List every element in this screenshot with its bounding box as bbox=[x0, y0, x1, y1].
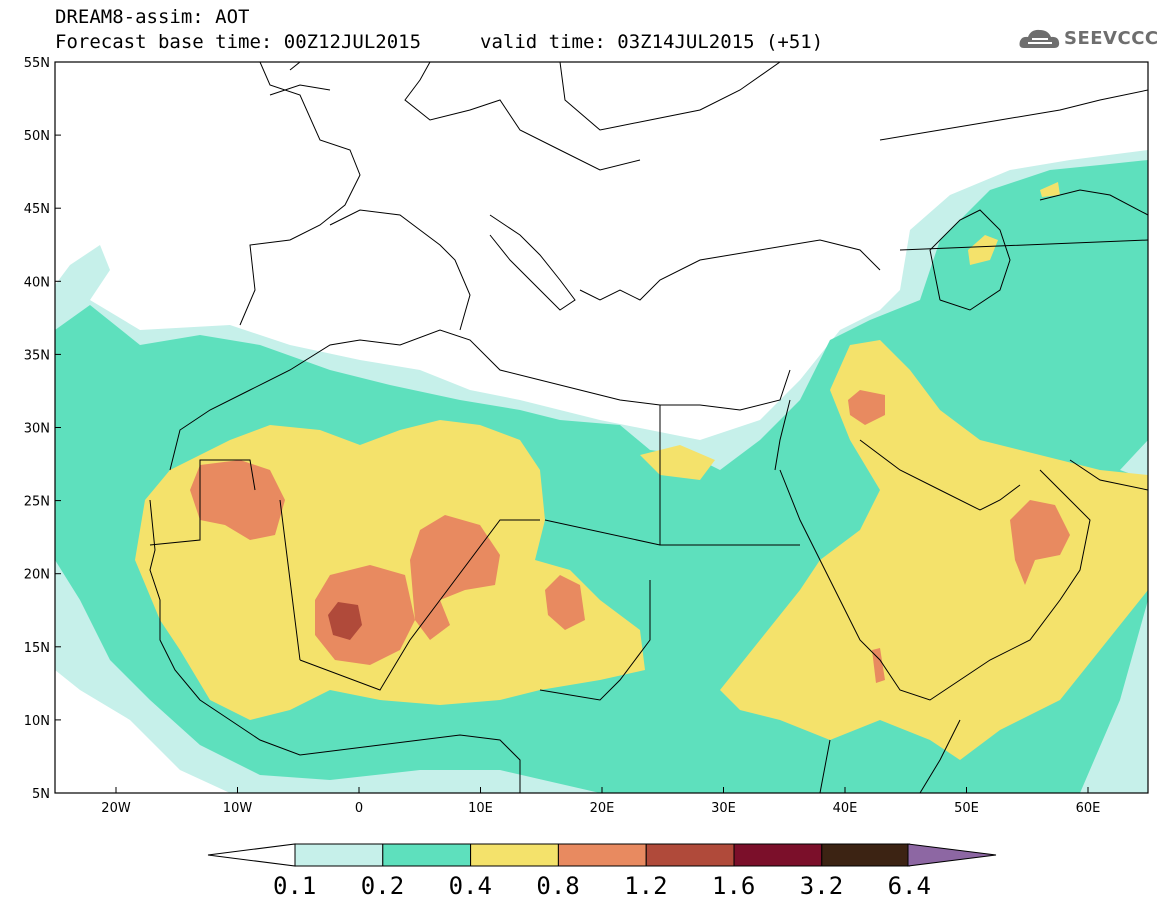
aot-band-0.8-chad bbox=[545, 575, 585, 630]
colorbar-label: 0.4 bbox=[448, 872, 492, 900]
aot-band-0.8-niger bbox=[410, 515, 500, 640]
colorbar-box bbox=[294, 843, 384, 867]
lat-label: 50N bbox=[24, 129, 50, 144]
colorbar-left-arrow bbox=[207, 843, 296, 867]
colorbar-box bbox=[821, 843, 911, 867]
colorbar-label: 1.2 bbox=[624, 872, 668, 900]
lon-label: 20E bbox=[590, 801, 615, 816]
aot-band-0.8-mali bbox=[315, 565, 415, 665]
aot-band-0.8-iraq bbox=[848, 390, 885, 425]
seevccc-logo: SEEVCCC bbox=[1064, 28, 1159, 49]
colorbar-box bbox=[557, 843, 647, 867]
aot-band-0.8-oman bbox=[1010, 500, 1070, 585]
lat-label: 20N bbox=[24, 568, 50, 583]
longitude-axis: 20W 10W 0 10E 20E 30E 40E 50E 60E bbox=[101, 787, 1100, 816]
colorbar-label: 6.4 bbox=[887, 872, 931, 900]
colorbar-boxes bbox=[294, 843, 911, 867]
colorbar-box bbox=[733, 843, 823, 867]
colorbar-box bbox=[645, 843, 735, 867]
aot-band-0.4-east-small bbox=[640, 445, 715, 480]
lon-label: 10E bbox=[468, 801, 493, 816]
colorbar-box bbox=[382, 843, 472, 867]
aot-band-0.4-caspian bbox=[1040, 182, 1060, 197]
lon-label: 20W bbox=[101, 801, 131, 816]
lat-label: 30N bbox=[24, 422, 50, 437]
aot-band-1.2-mali bbox=[328, 602, 362, 640]
colorbar-box bbox=[470, 843, 559, 867]
aot-band-0.8-red-sea bbox=[872, 648, 885, 683]
colorbar-label: 0.8 bbox=[536, 872, 580, 900]
aot-band-0.8-mauritania bbox=[190, 460, 285, 540]
colorbar-label: 0.1 bbox=[273, 872, 317, 900]
colorbar bbox=[207, 843, 997, 867]
lat-label: 5N bbox=[32, 787, 50, 802]
lon-label: 10W bbox=[223, 801, 253, 816]
lat-label: 40N bbox=[24, 275, 50, 290]
lat-label: 55N bbox=[24, 56, 50, 71]
colorbar-label: 3.2 bbox=[799, 872, 844, 900]
aot-band-0.4-aral bbox=[968, 235, 998, 265]
colorbar-label: 0.2 bbox=[360, 872, 405, 900]
forecast-base-time: Forecast base time: 00Z12JUL2015 bbox=[55, 31, 422, 53]
lat-label: 45N bbox=[24, 202, 50, 217]
colorbar-right-arrow bbox=[907, 843, 997, 867]
lon-label: 30E bbox=[711, 801, 736, 816]
coastlines bbox=[149, 62, 1148, 793]
map-title: DREAM8-assim: AOT bbox=[55, 6, 250, 28]
aot-band-0.4-east bbox=[720, 340, 1148, 760]
lat-label: 10N bbox=[24, 714, 50, 729]
lon-label: 0 bbox=[355, 801, 363, 816]
lon-label: 50E bbox=[954, 801, 979, 816]
aot-fields bbox=[55, 150, 1148, 793]
lat-label: 25N bbox=[24, 495, 50, 510]
lon-label: 60E bbox=[1076, 801, 1101, 816]
lon-label: 40E bbox=[833, 801, 858, 816]
lat-label: 15N bbox=[24, 641, 50, 656]
valid-time: valid time: 03Z14JUL2015 (+51) bbox=[480, 31, 824, 53]
lat-label: 35N bbox=[24, 348, 50, 363]
colorbar-label: 1.6 bbox=[712, 872, 756, 900]
cloud-icon bbox=[1019, 29, 1060, 48]
latitude-axis: 55N 50N 45N 40N 35N 30N 25N 20N 15N 10N 5N bbox=[24, 56, 61, 802]
